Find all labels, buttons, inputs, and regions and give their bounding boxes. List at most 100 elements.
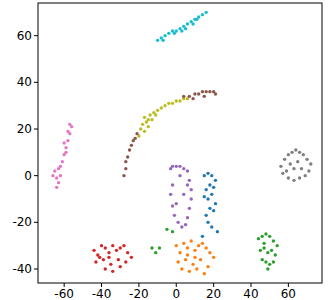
point <box>190 239 193 242</box>
point <box>98 256 101 259</box>
point <box>182 242 185 245</box>
point <box>141 123 144 126</box>
point <box>154 251 157 254</box>
point <box>206 197 209 200</box>
point <box>199 258 202 261</box>
point <box>161 39 164 42</box>
y-tick-label: -40 <box>12 262 32 276</box>
point <box>182 193 185 196</box>
point <box>94 260 97 263</box>
y-tick-label: 0 <box>24 169 32 183</box>
point <box>171 102 174 105</box>
point <box>190 197 193 200</box>
point <box>55 176 58 179</box>
point <box>130 144 133 147</box>
point <box>100 244 103 247</box>
point <box>309 162 312 165</box>
point <box>210 225 213 228</box>
point <box>171 165 174 168</box>
point <box>55 186 58 189</box>
point <box>262 246 265 249</box>
point <box>62 141 65 144</box>
point <box>214 179 217 182</box>
point <box>167 32 170 35</box>
point <box>201 90 204 93</box>
point <box>272 260 275 263</box>
point <box>176 260 179 263</box>
point <box>92 249 95 252</box>
point <box>259 249 262 252</box>
y-tick-label: 40 <box>17 75 32 89</box>
point <box>117 258 120 261</box>
point <box>204 90 207 93</box>
point <box>212 209 215 212</box>
point <box>305 158 308 161</box>
x-tick-label: 0 <box>172 287 180 300</box>
point <box>156 109 159 112</box>
y-tick <box>34 35 38 36</box>
point <box>143 116 146 119</box>
point <box>150 118 153 121</box>
point <box>289 162 292 165</box>
point <box>119 265 122 268</box>
point <box>158 246 161 249</box>
point <box>111 244 114 247</box>
point <box>285 169 288 172</box>
point <box>57 181 60 184</box>
point <box>122 174 125 177</box>
point <box>292 179 295 182</box>
point <box>201 242 204 245</box>
x-tick-label: -60 <box>54 287 74 300</box>
point <box>208 251 211 254</box>
point <box>208 90 211 93</box>
point <box>156 39 159 42</box>
point <box>111 270 114 273</box>
point <box>171 204 174 207</box>
point <box>191 97 194 100</box>
point <box>204 246 207 249</box>
point <box>298 176 301 179</box>
point <box>167 102 170 105</box>
point <box>109 263 112 266</box>
point <box>266 267 269 270</box>
point <box>64 151 67 154</box>
points <box>51 11 312 276</box>
point <box>173 32 176 35</box>
y-tick-label: -20 <box>12 215 32 229</box>
point <box>53 169 56 172</box>
point <box>173 214 176 217</box>
point <box>184 258 187 261</box>
point <box>66 139 69 142</box>
point <box>206 172 209 175</box>
point <box>130 256 133 259</box>
point <box>264 260 267 263</box>
point <box>186 183 189 186</box>
point <box>178 165 181 168</box>
point <box>204 11 207 14</box>
point <box>133 137 136 140</box>
point <box>262 242 265 245</box>
chart: -60-40-200204060-40-200204060 <box>0 0 330 300</box>
y-tick-label: 60 <box>17 29 32 43</box>
point <box>216 230 219 233</box>
point <box>303 174 306 177</box>
point <box>292 167 295 170</box>
point <box>178 99 181 102</box>
point <box>203 95 206 98</box>
point <box>178 251 181 254</box>
point <box>124 260 127 263</box>
point <box>188 95 191 98</box>
point <box>290 151 293 154</box>
point <box>135 132 138 135</box>
point <box>163 104 166 107</box>
point <box>210 174 213 177</box>
point <box>186 169 189 172</box>
point <box>175 165 178 168</box>
point <box>175 244 178 247</box>
point <box>154 113 157 116</box>
point <box>203 195 206 198</box>
point <box>102 258 105 261</box>
point <box>193 92 196 95</box>
point <box>296 160 299 163</box>
point <box>171 230 174 233</box>
